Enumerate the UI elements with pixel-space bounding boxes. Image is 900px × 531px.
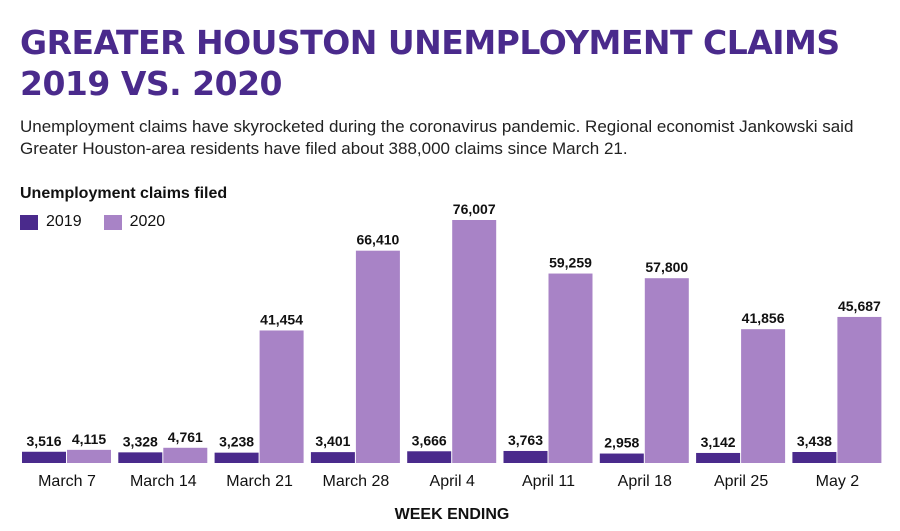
data-label-2020-5: 76,007 <box>453 201 496 217</box>
bar-2019-1 <box>22 451 66 463</box>
legend-label-2019: 2019 <box>46 213 82 230</box>
legend-item-2019: 2019 <box>20 213 82 231</box>
data-label-2019-5: 3,666 <box>412 432 447 448</box>
data-label-2020-3: 41,454 <box>260 311 303 327</box>
data-label-2020-1: 4,115 <box>72 431 106 447</box>
data-label-2019-6: 3,763 <box>508 432 543 448</box>
data-label-2020-7: 57,800 <box>645 259 688 275</box>
legend-item-2020: 2020 <box>103 213 166 231</box>
chart-title: GREATER HOUSTON UNEMPLOYMENT CLAIMS 2019… <box>20 23 840 103</box>
data-label-2020-9: 45,687 <box>838 298 881 314</box>
legend: 2019 2020 <box>20 213 187 231</box>
bar-2019-4 <box>310 452 355 463</box>
data-label-2019-1: 3,516 <box>26 433 61 449</box>
x-tick-label-9: May 2 <box>816 473 860 490</box>
bar-2020-9 <box>837 316 882 463</box>
x-axis-label: WEEK ENDING <box>395 506 510 523</box>
bar-2020-1 <box>67 449 111 463</box>
data-label-2020-6: 59,259 <box>549 255 592 271</box>
x-tick-label-1: March 7 <box>38 473 96 490</box>
bar-2020-5 <box>452 220 497 463</box>
bar-2020-4 <box>355 250 400 463</box>
legend-swatch-2019 <box>20 214 38 230</box>
bar-2019-9 <box>792 452 837 463</box>
bar-2020-3 <box>259 330 304 463</box>
bar-2019-6 <box>503 450 548 463</box>
data-label-2019-8: 3,142 <box>701 434 736 450</box>
x-tick-label-7: April 18 <box>618 473 672 490</box>
bar-2019-8 <box>696 452 741 463</box>
x-tick-label-2: March 14 <box>130 473 197 490</box>
legend-swatch-2020 <box>103 214 122 230</box>
x-tick-label-4: March 28 <box>323 473 390 490</box>
bar-2020-6 <box>548 273 593 463</box>
bar-2019-5 <box>407 451 452 463</box>
data-label-2019-2: 3,328 <box>123 433 158 449</box>
data-label-2020-8: 41,856 <box>742 310 785 326</box>
chart-label: Unemployment claims filed <box>20 185 228 202</box>
data-label-2019-3: 3,238 <box>219 434 254 450</box>
bar-2019-3 <box>214 452 259 463</box>
data-label-2020-4: 66,410 <box>356 232 399 248</box>
x-tick-label-8: April 25 <box>714 473 768 490</box>
data-label-2019-9: 3,438 <box>797 433 832 449</box>
x-tick-label-5: April 4 <box>430 473 475 490</box>
legend-label-2020: 2020 <box>129 213 166 230</box>
data-label-2020-2: 4,761 <box>168 429 203 445</box>
x-tick-label-6: April 11 <box>522 473 575 490</box>
data-label-2019-4: 3,401 <box>315 433 350 449</box>
bar-2020-8 <box>741 329 786 463</box>
bar-2020-7 <box>644 278 689 463</box>
bar-2020-2 <box>163 447 208 463</box>
bar-2019-2 <box>118 452 163 463</box>
x-tick-label-3: March 21 <box>226 473 293 490</box>
bar-2019-7 <box>599 453 644 463</box>
data-label-2019-7: 2,958 <box>604 435 639 451</box>
chart-subtitle: Unemployment claims have skyrocketed dur… <box>20 117 854 158</box>
